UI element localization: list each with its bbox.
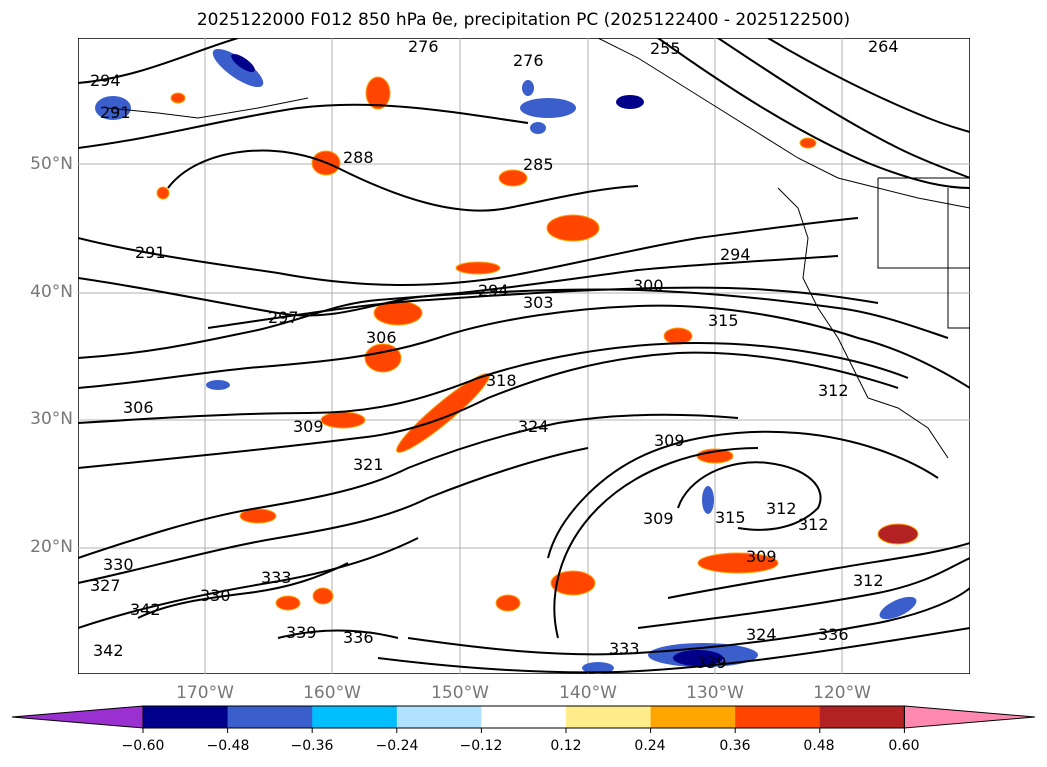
colorbar-segment xyxy=(735,706,821,728)
contour-label: 288 xyxy=(343,148,374,167)
contour-label: 318 xyxy=(486,371,517,390)
contour-label: 342 xyxy=(130,600,161,619)
colorbar-tick-label: 0.36 xyxy=(719,738,751,754)
contour-label: 324 xyxy=(746,625,777,644)
map-frame xyxy=(78,38,970,674)
x-axis-label: 160°W xyxy=(303,683,361,703)
colorbar-tick-label: 0.24 xyxy=(634,738,666,754)
y-axis-label: 20°N xyxy=(30,537,73,557)
contour-label: 294 xyxy=(720,245,751,264)
map-panel: 264 255 276 276 294 291 285 288 291 294 … xyxy=(78,38,970,674)
contour-label: 315 xyxy=(715,508,746,527)
contour-label: 291 xyxy=(100,103,131,122)
contour-label: 285 xyxy=(523,155,554,174)
colorbar-tick-label: −0.12 xyxy=(459,738,503,754)
y-axis-label: 40°N xyxy=(30,282,73,302)
colorbar-segment xyxy=(396,706,482,728)
y-axis-label: 50°N xyxy=(30,154,73,174)
colorbar-segment xyxy=(650,706,736,728)
x-axis-label: 140°W xyxy=(559,683,617,703)
contour-label: 324 xyxy=(518,417,549,436)
colorbar-tick-label: 0.60 xyxy=(888,738,920,754)
colorbar-segment xyxy=(227,706,313,728)
contour-label: 312 xyxy=(766,499,797,518)
contour-label: 336 xyxy=(343,628,374,647)
x-axis-label: 120°W xyxy=(813,683,871,703)
contour-label: 339 xyxy=(286,623,317,642)
x-axis-label: 170°W xyxy=(176,683,234,703)
x-axis-label: 150°W xyxy=(431,683,489,703)
colorbar-segment xyxy=(143,706,229,728)
colorbar-tick-label: −0.24 xyxy=(375,738,419,754)
contour-label: 330 xyxy=(200,586,231,605)
colorbar-outline xyxy=(142,705,905,729)
x-axis-label: 130°W xyxy=(686,683,744,703)
contour-label: 309 xyxy=(293,417,324,436)
colorbar-segments xyxy=(11,705,1036,733)
contour-label: 315 xyxy=(708,311,739,330)
y-axis-label: 30°N xyxy=(30,409,73,429)
colorbar-tick-label: −0.48 xyxy=(206,738,250,754)
contour-label: 297 xyxy=(268,308,299,327)
contour-label: 342 xyxy=(93,641,124,660)
colorbar-tick-label: −0.60 xyxy=(121,738,165,754)
contour-label: 312 xyxy=(798,515,829,534)
contour-label: 312 xyxy=(853,571,884,590)
contour-label: 294 xyxy=(478,281,509,300)
contour-label: 306 xyxy=(366,328,397,347)
colorbar-tick-label: 0.48 xyxy=(803,738,835,754)
contour-label: 333 xyxy=(609,639,640,658)
contour-label: 255 xyxy=(650,39,681,58)
precip-shading xyxy=(95,48,919,674)
contour-label: 312 xyxy=(818,381,849,400)
contour-label: 336 xyxy=(818,625,849,644)
contour-label: 309 xyxy=(746,547,777,566)
colorbar-segment xyxy=(566,706,652,728)
theta-e-contours xyxy=(78,38,970,674)
contour-label: 303 xyxy=(523,293,554,312)
colorbar-extend-right xyxy=(903,705,1036,729)
colorbar-extend-left xyxy=(11,705,144,729)
contour-label: 333 xyxy=(261,568,292,587)
colorbar-tick-label: −0.36 xyxy=(290,738,334,754)
colorbar-segment xyxy=(312,706,398,728)
contour-label-group: 264 255 276 276 294 291 285 288 291 294 … xyxy=(90,38,899,672)
contour-label: 306 xyxy=(123,398,154,417)
contour-label: 330 xyxy=(103,555,134,574)
contour-label: 276 xyxy=(408,38,439,56)
map-title: 2025122000 F012 850 hPa θe, precipitatio… xyxy=(196,10,851,30)
contour-label: 276 xyxy=(513,51,544,70)
contour-label: 264 xyxy=(868,38,899,56)
contour-label: 327 xyxy=(90,576,121,595)
contour-label: 291 xyxy=(135,243,166,262)
contour-label: 309 xyxy=(643,509,674,528)
coastlines xyxy=(107,38,970,459)
contour-label: 300 xyxy=(633,276,664,295)
contour-label: 294 xyxy=(90,71,121,90)
colorbar-segment xyxy=(481,706,567,728)
contour-label: 309 xyxy=(654,431,685,450)
colorbar-segment xyxy=(819,706,905,728)
colorbar-tick-label: 0.12 xyxy=(550,738,582,754)
contour-label: 339 xyxy=(696,653,727,672)
contour-label: 321 xyxy=(353,455,384,474)
